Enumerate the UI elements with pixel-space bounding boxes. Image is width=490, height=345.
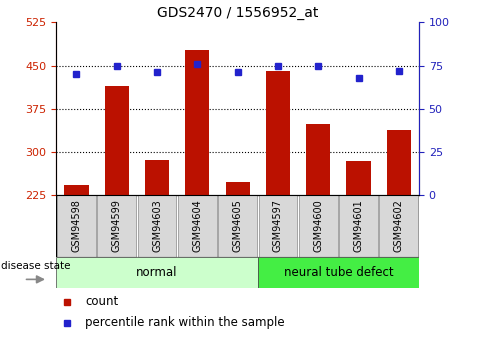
- Text: GSM94603: GSM94603: [152, 200, 162, 252]
- Bar: [299, 195, 338, 257]
- Text: GSM94605: GSM94605: [233, 199, 243, 253]
- Bar: [346, 161, 370, 195]
- Text: GSM94600: GSM94600: [313, 200, 323, 252]
- Bar: [306, 124, 330, 195]
- Bar: [339, 195, 378, 257]
- Text: GSM94601: GSM94601: [353, 200, 364, 252]
- Text: GSM94599: GSM94599: [112, 199, 122, 253]
- Bar: [387, 130, 411, 195]
- Bar: [138, 195, 176, 257]
- Bar: [145, 160, 169, 195]
- Text: GSM94604: GSM94604: [193, 200, 202, 252]
- Bar: [259, 195, 297, 257]
- Text: percentile rank within the sample: percentile rank within the sample: [85, 316, 285, 329]
- Bar: [185, 50, 209, 195]
- Bar: [258, 257, 419, 288]
- Text: GSM94597: GSM94597: [273, 199, 283, 253]
- Text: GSM94602: GSM94602: [394, 199, 404, 253]
- Bar: [225, 182, 250, 195]
- Bar: [98, 195, 136, 257]
- Bar: [379, 195, 418, 257]
- Bar: [219, 195, 257, 257]
- Bar: [57, 195, 96, 257]
- Text: normal: normal: [136, 266, 178, 279]
- Bar: [105, 86, 129, 195]
- Text: disease state: disease state: [1, 261, 71, 271]
- Bar: [178, 195, 217, 257]
- Title: GDS2470 / 1556952_at: GDS2470 / 1556952_at: [157, 6, 318, 20]
- Bar: [56, 257, 258, 288]
- Bar: [64, 185, 89, 195]
- Text: count: count: [85, 295, 119, 308]
- Text: neural tube defect: neural tube defect: [284, 266, 393, 279]
- Bar: [266, 71, 290, 195]
- Text: GSM94598: GSM94598: [72, 199, 81, 253]
